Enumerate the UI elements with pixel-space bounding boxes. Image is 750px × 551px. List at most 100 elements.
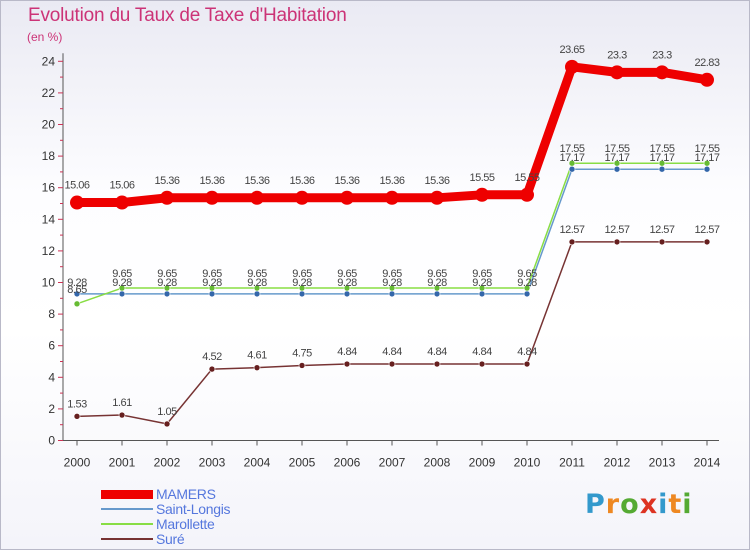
data-label: 4.61 bbox=[247, 350, 267, 362]
legend-item: Marollette bbox=[101, 517, 361, 532]
logo-letter: r bbox=[605, 489, 621, 520]
data-label: 4.75 bbox=[292, 347, 312, 359]
y-tick-label: 10 bbox=[42, 276, 56, 290]
data-label: 22.83 bbox=[694, 57, 719, 69]
data-label: 9.65 bbox=[427, 268, 447, 280]
data-label: 9.65 bbox=[517, 268, 537, 280]
data-label: 9.28 bbox=[157, 277, 177, 289]
data-label: 1.53 bbox=[67, 398, 87, 410]
x-tick-label: 2014 bbox=[694, 456, 721, 470]
data-label: 9.65 bbox=[382, 268, 402, 280]
x-tick-label: 2003 bbox=[199, 456, 226, 470]
data-label: 15.36 bbox=[199, 175, 224, 187]
data-label: 9.28 bbox=[337, 277, 357, 289]
data-point bbox=[343, 290, 351, 298]
data-label: 17.17 bbox=[649, 152, 674, 164]
data-label: 15.36 bbox=[379, 175, 404, 187]
chart-title: Evolution du Taux de Taxe d'Habitation bbox=[28, 5, 347, 26]
legend-item: Suré bbox=[101, 532, 361, 547]
data-point bbox=[523, 290, 531, 298]
y-tick-label: 24 bbox=[42, 54, 56, 68]
data-label: 4.52 bbox=[202, 351, 222, 363]
data-point bbox=[295, 190, 309, 205]
data-label: 15.06 bbox=[109, 180, 134, 192]
data-label: 9.65 bbox=[202, 268, 222, 280]
data-label: 4.84 bbox=[517, 346, 537, 358]
data-label: 23.3 bbox=[652, 49, 672, 61]
chart-subtitle: (en %) bbox=[27, 30, 63, 44]
data-point bbox=[73, 290, 81, 298]
data-label: 1.05 bbox=[157, 406, 177, 418]
x-tick-label: 2005 bbox=[289, 456, 316, 470]
data-point bbox=[208, 290, 216, 298]
data-point bbox=[208, 365, 216, 373]
data-point bbox=[388, 284, 396, 292]
logo-letter: i bbox=[658, 489, 669, 520]
data-label: 15.36 bbox=[154, 175, 179, 187]
data-point bbox=[340, 190, 354, 205]
series-markers bbox=[70, 59, 714, 428]
data-point bbox=[568, 238, 576, 246]
data-label: 9.28 bbox=[382, 277, 402, 289]
data-point bbox=[613, 238, 621, 246]
data-label: 9.28 bbox=[472, 277, 492, 289]
data-label: 9.28 bbox=[517, 277, 537, 289]
data-label: 9.65 bbox=[337, 268, 357, 280]
legend-item: Saint-Longis bbox=[101, 502, 361, 517]
data-point bbox=[568, 165, 576, 173]
data-point bbox=[73, 413, 81, 420]
legend-label: MAMERS bbox=[156, 486, 216, 502]
data-label: 9.65 bbox=[472, 268, 492, 280]
legend-swatch bbox=[101, 508, 153, 510]
data-point bbox=[475, 187, 489, 202]
data-label: 9.65 bbox=[157, 268, 177, 280]
data-label: 17.55 bbox=[559, 143, 584, 155]
data-label: 4.84 bbox=[472, 346, 492, 358]
data-point bbox=[253, 290, 261, 298]
data-point bbox=[298, 362, 306, 369]
data-label: 17.55 bbox=[604, 143, 629, 155]
data-point bbox=[118, 284, 126, 292]
series-lines bbox=[72, 62, 712, 425]
data-label: 9.65 bbox=[112, 268, 132, 280]
data-label: 17.17 bbox=[559, 152, 584, 164]
data-point bbox=[343, 360, 351, 368]
data-point bbox=[658, 238, 666, 246]
data-point bbox=[568, 159, 576, 167]
data-label: 9.65 bbox=[247, 268, 267, 280]
data-label: 15.36 bbox=[424, 175, 449, 187]
y-tick-label: 6 bbox=[48, 339, 55, 353]
data-point bbox=[388, 360, 396, 368]
data-point bbox=[523, 284, 531, 292]
data-label: 17.17 bbox=[604, 152, 629, 164]
logo-letter: o bbox=[620, 489, 640, 520]
data-point bbox=[163, 290, 171, 298]
data-label: 15.36 bbox=[244, 175, 269, 187]
x-tick-label: 2007 bbox=[379, 456, 406, 470]
data-label: 9.28 bbox=[247, 277, 267, 289]
data-point bbox=[703, 159, 711, 167]
x-tick-label: 2002 bbox=[154, 456, 181, 470]
y-tick-label: 14 bbox=[42, 212, 56, 226]
data-label: 9.65 bbox=[292, 268, 312, 280]
data-point bbox=[703, 165, 711, 173]
data-point bbox=[115, 195, 129, 210]
x-tick-label: 2009 bbox=[469, 456, 496, 470]
data-label: 4.84 bbox=[337, 346, 357, 358]
logo-letter: P bbox=[585, 489, 606, 520]
data-point bbox=[70, 195, 84, 210]
data-label: 4.84 bbox=[427, 346, 447, 358]
data-point bbox=[160, 190, 174, 205]
x-tick-label: 2012 bbox=[604, 456, 631, 470]
data-label: 12.57 bbox=[649, 224, 674, 236]
data-label: 9.28 bbox=[202, 277, 222, 289]
data-point bbox=[208, 284, 216, 292]
x-tick-label: 2011 bbox=[559, 456, 585, 470]
legend-label: Suré bbox=[156, 531, 185, 547]
logo-letter: t bbox=[668, 489, 683, 520]
data-point bbox=[613, 165, 621, 173]
legend-item: MAMERS bbox=[101, 487, 361, 502]
data-label: 9.28 bbox=[427, 277, 447, 289]
data-point bbox=[388, 290, 396, 298]
data-label: 17.55 bbox=[694, 143, 719, 155]
